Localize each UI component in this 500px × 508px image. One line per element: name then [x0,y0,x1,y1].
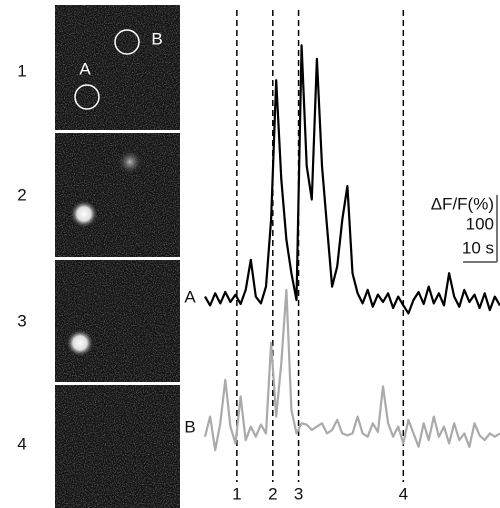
frame-label: 3 [17,311,26,330]
frame-label: 2 [17,185,26,204]
scale-x-label: 10 s [462,238,494,257]
event-label: 2 [268,484,277,503]
frame-label: 1 [17,61,26,80]
event-label: 4 [399,484,408,503]
event-label: 1 [232,484,241,503]
event-label: 3 [294,484,303,503]
roi-label: A [79,59,91,78]
trace [204,44,500,315]
trace [203,288,500,452]
roi-label: B [151,29,162,48]
trace-label: B [184,417,195,436]
image-panels [55,5,180,508]
scale-title: ΔF/F(%) [431,194,494,213]
frame-label: 4 [17,434,26,453]
trace-label: A [184,287,196,306]
scale-y-label: 100 [466,214,494,233]
